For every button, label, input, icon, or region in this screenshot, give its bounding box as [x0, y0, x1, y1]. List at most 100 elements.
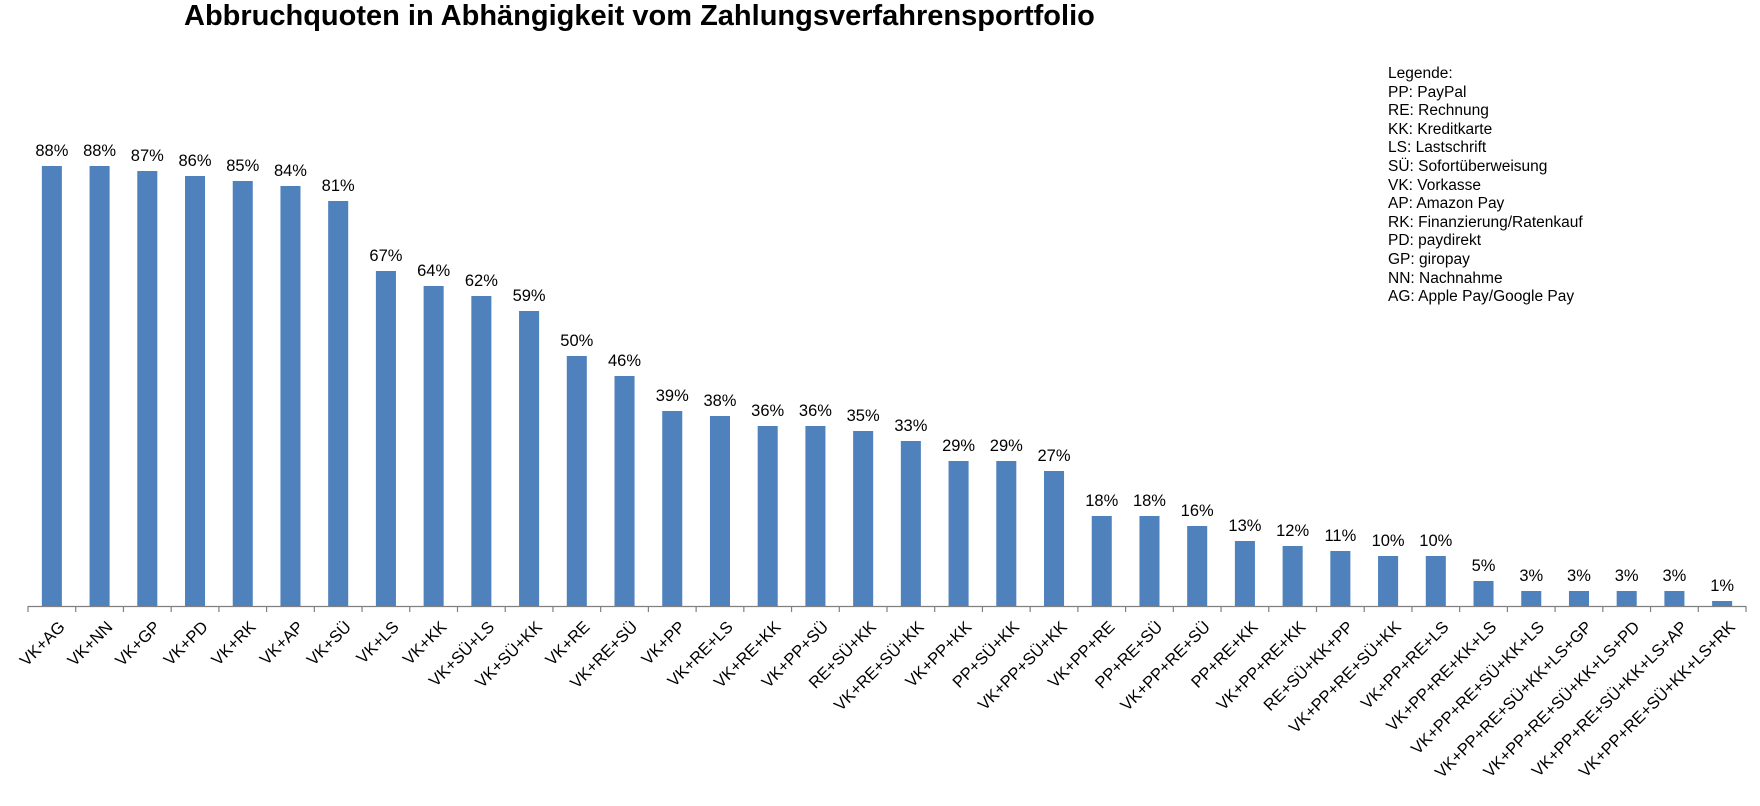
bar-26 — [1282, 546, 1303, 606]
data-label-1: 88% — [83, 142, 116, 160]
data-label-20: 29% — [990, 437, 1023, 455]
bar-10 — [519, 311, 540, 606]
data-label-31: 3% — [1519, 567, 1543, 585]
legend: Legende: PP: PayPal RE: Rechnung KK: Kredi… — [1388, 65, 1583, 307]
bar-7 — [375, 271, 396, 606]
data-label-23: 18% — [1133, 492, 1166, 510]
data-label-14: 38% — [703, 392, 736, 410]
data-label-0: 88% — [35, 142, 68, 160]
data-label-27: 11% — [1324, 527, 1356, 545]
data-label-26: 12% — [1276, 522, 1309, 540]
bar-14 — [709, 416, 730, 606]
bar-28 — [1378, 556, 1399, 606]
legend-item-9: GP: giropay — [1388, 250, 1470, 268]
data-label-11: 50% — [560, 332, 593, 350]
bar-17 — [853, 431, 874, 606]
data-label-33: 3% — [1615, 567, 1639, 585]
legend-item-11: AG: Apple Pay/Google Pay — [1388, 288, 1575, 306]
x-axis-ticks-group — [27, 606, 1747, 612]
data-label-25: 13% — [1228, 517, 1261, 535]
legend-item-3: LS: Lastschrift — [1388, 139, 1487, 157]
bar-8 — [423, 286, 444, 606]
bar-6 — [328, 201, 349, 606]
legend-item-6: AP: Amazon Pay — [1388, 195, 1505, 213]
legend-item-10: NN: Nachnahme — [1388, 269, 1503, 287]
data-label-10: 59% — [513, 287, 546, 305]
category-labels-group: VK+AGVK+NNVK+GPVK+PDVK+RKVK+APVK+SÜVK+LS… — [17, 618, 1739, 782]
data-label-5: 84% — [274, 162, 307, 180]
data-label-24: 16% — [1181, 502, 1214, 520]
legend-item-2: KK: Kreditkarte — [1388, 120, 1493, 138]
data-label-6: 81% — [322, 177, 355, 195]
data-label-12: 46% — [608, 352, 641, 370]
category-label-5: VK+AP — [257, 618, 308, 669]
data-label-7: 67% — [369, 247, 402, 265]
chart-title: Abbruchquoten in Abhängigkeit vom Zahlun… — [184, 0, 1095, 32]
bar-24 — [1187, 526, 1208, 606]
bar-35 — [1712, 601, 1733, 606]
bar-19 — [948, 461, 969, 606]
data-label-8: 64% — [417, 262, 450, 280]
category-label-0: VK+AG — [17, 618, 69, 670]
data-label-22: 18% — [1085, 492, 1118, 510]
legend-item-7: RK: Finanzierung/Ratenkauf — [1388, 213, 1583, 231]
legend-title: Legende: — [1388, 65, 1453, 82]
bar-18 — [900, 441, 921, 606]
category-label-3: VK+PD — [160, 618, 211, 669]
data-label-34: 3% — [1662, 567, 1686, 585]
data-label-2: 87% — [131, 147, 164, 165]
data-label-28: 10% — [1372, 532, 1405, 550]
bar-16 — [805, 426, 826, 606]
data-label-29: 10% — [1419, 532, 1452, 550]
category-label-7: VK+LS — [353, 618, 402, 667]
bar-33 — [1616, 591, 1637, 606]
data-label-13: 39% — [656, 387, 689, 405]
bar-30 — [1473, 581, 1494, 606]
bar-12 — [614, 376, 635, 606]
legend-item-1: RE: Rechnung — [1388, 102, 1489, 120]
bar-0 — [41, 166, 62, 606]
bar-31 — [1521, 591, 1542, 606]
data-label-4: 85% — [226, 157, 259, 175]
category-label-1: VK+NN — [64, 618, 116, 670]
data-label-21: 27% — [1038, 447, 1071, 465]
bar-1 — [89, 166, 110, 606]
bar-9 — [471, 296, 492, 606]
bar-2 — [137, 171, 158, 606]
bar-23 — [1139, 516, 1160, 606]
bar-22 — [1091, 516, 1112, 606]
data-label-17: 35% — [847, 407, 880, 425]
data-label-19: 29% — [942, 437, 975, 455]
data-label-30: 5% — [1472, 557, 1496, 575]
data-label-32: 3% — [1567, 567, 1591, 585]
bar-5 — [280, 186, 301, 606]
bar-20 — [996, 461, 1017, 606]
category-label-29: VK+PP+RE+LS — [1358, 618, 1453, 713]
legend-item-5: VK: Vorkasse — [1388, 176, 1482, 194]
bar-32 — [1568, 591, 1589, 606]
legend-item-4: SÜ: Sofortüberweisung — [1388, 157, 1548, 175]
bar-15 — [757, 426, 778, 606]
data-label-3: 86% — [179, 152, 212, 170]
legend-items: PP: PayPal RE: Rechnung KK: Kreditkarte LS:… — [1388, 84, 1583, 307]
data-label-16: 36% — [799, 402, 832, 420]
data-label-15: 36% — [751, 402, 784, 420]
bar-25 — [1234, 541, 1255, 606]
bar-13 — [662, 411, 683, 606]
legend-item-0: PP: PayPal — [1388, 83, 1467, 101]
category-label-6: VK+SÜ — [304, 618, 355, 669]
data-label-35: 1% — [1710, 577, 1734, 595]
data-label-9: 62% — [465, 272, 498, 290]
category-label-2: VK+GP — [112, 618, 164, 670]
bar-34 — [1664, 591, 1685, 606]
bar-29 — [1425, 556, 1446, 606]
bar-11 — [566, 356, 587, 606]
bar-3 — [185, 176, 206, 606]
data-label-18: 33% — [894, 417, 927, 435]
legend-item-8: PD: paydirekt — [1388, 232, 1482, 250]
bar-4 — [232, 181, 253, 606]
category-label-4: VK+RK — [208, 618, 259, 669]
bars-group — [41, 166, 1733, 606]
bar-21 — [1044, 471, 1065, 606]
